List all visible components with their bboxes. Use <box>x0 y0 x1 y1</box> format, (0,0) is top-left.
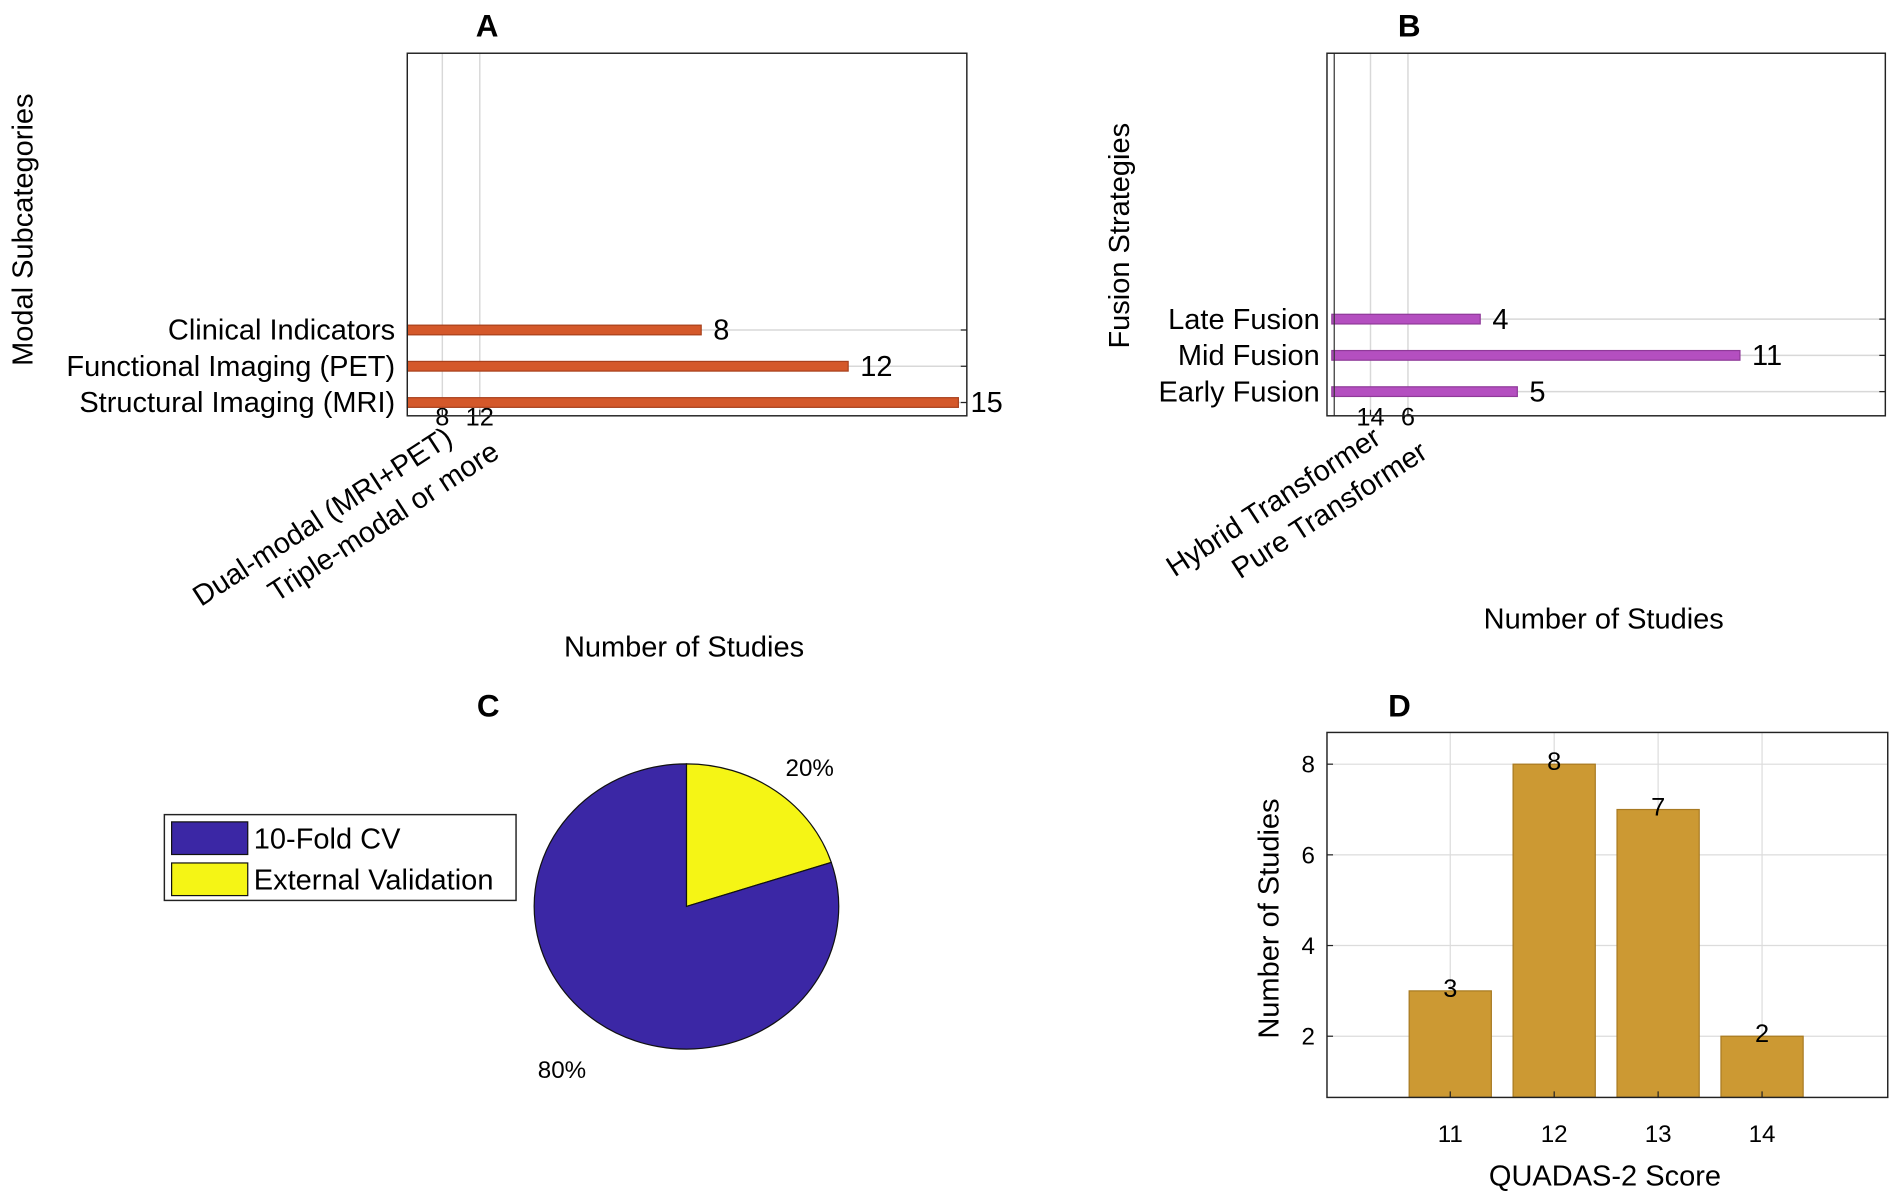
horizontal-bar <box>1331 386 1518 398</box>
pie-percent-label: 20% <box>786 755 834 782</box>
horizontal-bar-value-label: 15 <box>970 387 1002 419</box>
vertical-bar-value-label: 8 <box>435 403 449 431</box>
panel-d-axes-box <box>1326 731 1889 1099</box>
x-tick-label: 11 <box>1438 1121 1463 1148</box>
legend-label: 10-Fold CV <box>254 823 401 855</box>
horizontal-bar-value-label: 4 <box>1492 304 1508 336</box>
panel-b: B Fusion Strategies Number of Studies La… <box>1104 8 1887 636</box>
bar <box>1616 808 1700 1099</box>
horizontal-bar <box>1331 349 1741 361</box>
panel-d-xlabel: QUADAS-2 Score <box>1489 1161 1721 1193</box>
x-tick-label: 13 <box>1645 1121 1672 1148</box>
pie-slice <box>685 763 833 908</box>
bar-value-label: 3 <box>1443 975 1457 1003</box>
y-tick-label: Functional Imaging (PET) <box>66 351 395 383</box>
horizontal-bar-value-label: 5 <box>1529 376 1545 408</box>
y-tick-label: Mid Fusion <box>1178 340 1320 372</box>
panel-a-ylabel: Modal Subcategories <box>8 93 40 365</box>
bar-value-label: 8 <box>1547 748 1561 776</box>
horizontal-bar <box>406 397 959 408</box>
horizontal-bar <box>1331 313 1481 325</box>
y-tick-label: Late Fusion <box>1168 304 1320 336</box>
horizontal-bar-value-label: 11 <box>1752 340 1782 372</box>
panel-b-ylabel: Fusion Strategies <box>1104 123 1136 349</box>
y-tick-label: 4 <box>1301 933 1314 960</box>
panel-a-axes-box <box>406 52 968 417</box>
panel-a-plot: Clinical Indicators Functional Imaging (P… <box>66 53 1003 613</box>
vertical-bar-value-label: 14 <box>1356 403 1384 431</box>
panel-d: D Number of Studies QUADAS-2 Score 2 4 6 8 3… <box>1254 689 1889 1193</box>
y-tick-label: 8 <box>1301 752 1314 779</box>
horizontal-bar-value-label: 8 <box>713 315 729 347</box>
bar <box>1408 990 1492 1099</box>
y-tick-label: Structural Imaging (MRI) <box>79 387 395 419</box>
horizontal-bar <box>406 360 849 372</box>
panel-b-xlabel: Number of Studies <box>1484 604 1724 636</box>
bar-value-label: 7 <box>1651 794 1665 822</box>
x-tick-label: 14 <box>1749 1121 1776 1148</box>
panel-d-ylabel: Number of Studies <box>1254 798 1286 1038</box>
panel-c-title: C <box>477 689 500 724</box>
legend-swatch <box>171 821 249 856</box>
panel-c: C 20% 80% 10-Fold CV External Validation <box>163 689 840 1084</box>
x-tick-label: 12 <box>1541 1121 1568 1148</box>
y-tick-label: 2 <box>1301 1024 1314 1051</box>
horizontal-bar <box>406 324 702 336</box>
panel-a: A Modal Subcategories Number of Studies … <box>8 8 1003 663</box>
legend-swatch <box>171 862 249 897</box>
bar <box>1512 763 1596 1099</box>
panel-b-axes-box <box>1326 52 1887 417</box>
pie-slice <box>533 763 840 1050</box>
panel-a-title: A <box>476 8 499 43</box>
panel-b-title: B <box>1398 8 1421 43</box>
panel-a-xlabel: Number of Studies <box>564 631 804 663</box>
bar-value-label: 2 <box>1755 1020 1769 1048</box>
panel-d-plot: 2 4 6 8 3 11 8 12 7 13 2 14 <box>1301 732 1888 1148</box>
y-tick-label: Clinical Indicators <box>168 315 395 347</box>
legend-label: External Validation <box>254 865 494 897</box>
panel-c-plot: 20% 80% 10-Fold CV External Validation <box>163 755 840 1084</box>
panel-d-title: D <box>1388 689 1411 724</box>
pie-percent-label: 80% <box>538 1057 586 1084</box>
y-tick-label: Early Fusion <box>1159 376 1320 408</box>
vertical-bar-value-label: 6 <box>1401 403 1415 431</box>
vertical-bar-value-label: 12 <box>466 403 494 431</box>
y-tick-label: 6 <box>1301 842 1314 869</box>
horizontal-bar-value-label: 12 <box>860 351 892 383</box>
